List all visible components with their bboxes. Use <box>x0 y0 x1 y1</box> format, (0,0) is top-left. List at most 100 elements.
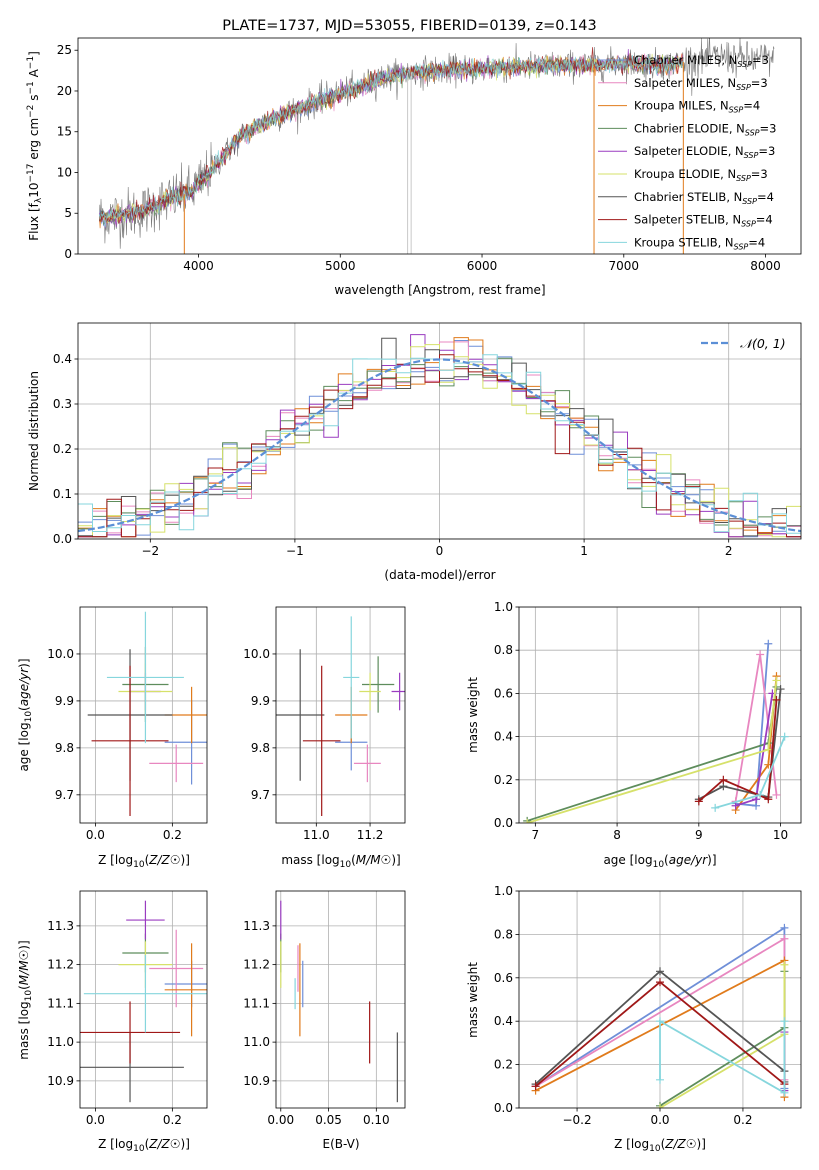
plot-area <box>80 891 207 1108</box>
axes-frame <box>77 37 802 255</box>
y-tick-label: 1.0 <box>494 600 513 614</box>
axes-frame <box>275 890 406 1109</box>
weight-point-z-chabrier-miles <box>780 923 789 932</box>
y-tick-label: 10.0 <box>47 647 74 661</box>
legend-label-kroupa-stelib: Kroupa STELIB, NSSP=4 <box>634 235 765 251</box>
legend-label-kroupa-elodie: Kroupa ELODIE, NSSP=3 <box>634 167 768 183</box>
y-tick-label: 0.3 <box>53 397 72 411</box>
y-tick-label: 11.0 <box>243 1035 270 1049</box>
plot-area <box>276 891 405 1108</box>
weight-point-z-kroupa-elodie <box>656 1104 664 1108</box>
axes-spectrum: 4000 5000 6000 7000 8000 0 5 10 15 20 25 Chabrier M… <box>57 37 802 273</box>
x-tick-label: 0.2 <box>733 1113 752 1127</box>
x-tick-label: 0.05 <box>315 1113 342 1127</box>
legend-label-salpeter-elodie: Salpeter ELODIE, NSSP=3 <box>634 144 775 160</box>
x-axis-label-spectrum: wavelength [Angstrom, rest frame] <box>334 283 545 297</box>
y-axis-label-spectrum: Flux [fλ10−17 erg cm−2 s−1 A−1] <box>26 51 44 241</box>
x-tick-label: −0.2 <box>562 1113 591 1127</box>
y-tick-label: 0.0 <box>494 816 513 830</box>
weight-point-age-salpeter-stelib <box>772 695 781 704</box>
gaussian-curve <box>78 358 801 533</box>
weight-line-z-chabrier-elodie <box>659 971 786 1107</box>
weight-line-z-kroupa-stelib <box>659 1019 786 1095</box>
x-tick-label: 4000 <box>183 259 214 273</box>
y-tick-label: 10 <box>57 165 72 179</box>
y-tick-label: 0.0 <box>53 532 72 546</box>
y-tick-label: 11.3 <box>243 919 270 933</box>
y-tick-label: 11.0 <box>47 1035 74 1049</box>
weight-point-age-kroupa-elodie <box>523 819 532 823</box>
chart-title: PLATE=1737, MJD=53055, FIBERID=0139, z=0… <box>222 18 596 34</box>
x-tick-label: 2 <box>725 544 733 558</box>
axes-frame <box>77 322 802 540</box>
x-tick-label: 10 <box>773 828 788 842</box>
weight-line-age-chabrier-stelib <box>698 688 782 800</box>
weight-point-z-kroupa-stelib <box>656 1075 664 1084</box>
weight-point-age-salpeter-miles <box>756 650 765 659</box>
y-tick-label: 10.0 <box>243 647 270 661</box>
y-axis-label-age: age [log10(age/yr)] <box>17 658 34 771</box>
y-tick-label: 11.1 <box>243 996 270 1010</box>
axes-frame <box>518 890 802 1109</box>
y-tick-label: 5 <box>64 206 72 220</box>
weight-point-age-kroupa-stelib <box>780 732 789 741</box>
axes-weight_vs_age: 7 8 9 10 0.0 0.2 0.4 0.6 0.8 1.0 <box>494 600 802 842</box>
y-tick-label: 9.9 <box>251 694 270 708</box>
y-tick-label: 25 <box>57 43 72 57</box>
x-tick-label: 11.0 <box>303 828 330 842</box>
y-tick-label: 9.8 <box>55 741 74 755</box>
x-tick-label: 5000 <box>325 259 356 273</box>
weight-point-age-kroupa-stelib <box>711 803 720 812</box>
y-tick-label: 1.0 <box>494 884 513 898</box>
y-axis-label-residuals: Normed distribution <box>27 371 41 491</box>
x-axis-label-residuals: (data-model)/error <box>384 568 495 582</box>
y-axis-label-mass: mass [log10(M/M☉)] <box>17 940 34 1059</box>
y-tick-label: 9.7 <box>251 788 270 802</box>
axes-age_vs_mass: 11.0 11.2 9.7 9.8 9.9 10.0 <box>243 606 406 842</box>
axes-residuals: −2 −1 0 1 2 0.0 0.1 0.2 0.3 0.4 𝒩(0, 1) <box>53 322 802 558</box>
y-tick-label: 0.0 <box>494 1101 513 1115</box>
x-tick-label: 0.0 <box>86 1113 105 1127</box>
y-tick-label: 11.2 <box>243 958 270 972</box>
axes-mass_vs_ebv: 0.00 0.05 0.10 10.9 11.0 11.1 11.2 11.3 <box>243 890 406 1127</box>
y-tick-label: 10.9 <box>47 1074 74 1088</box>
weight-line-age-chabrier-miles <box>735 643 770 807</box>
y-tick-label: 0.4 <box>53 352 72 366</box>
weight-point-age-kroupa-elodie <box>772 676 781 685</box>
weight-point-age-salpeter-stelib <box>719 775 728 784</box>
x-tick-label: 1 <box>580 544 588 558</box>
weight-line-age-salpeter-stelib <box>698 699 778 803</box>
legend-label-salpeter-stelib: Salpeter STELIB, NSSP=4 <box>634 213 773 229</box>
weight-point-z-kroupa-stelib <box>780 1088 789 1097</box>
y-tick-label: 10.9 <box>243 1074 270 1088</box>
x-axis-label-weight-age: age [log10(age/yr)] <box>603 853 716 870</box>
y-tick-label: 0.6 <box>494 971 513 985</box>
weight-point-z-salpeter-stelib <box>656 978 664 987</box>
plot-area <box>98 38 775 254</box>
plot-area <box>519 607 801 823</box>
axes-frame <box>518 606 802 824</box>
weight-point-z-salpeter-stelib <box>531 1082 540 1091</box>
y-tick-label: 0.6 <box>494 686 513 700</box>
x-tick-label: 8 <box>613 828 621 842</box>
weight-point-z-kroupa-elodie <box>780 960 789 969</box>
x-axis-label-mass-z: Z [log10(Z/Z☉)] <box>98 1137 190 1154</box>
weight-point-age-salpeter-stelib <box>694 797 703 806</box>
weight-point-age-kroupa-stelib <box>756 790 765 799</box>
x-tick-label: −2 <box>141 544 159 558</box>
x-tick-label: 7 <box>532 828 540 842</box>
y-tick-label: 9.9 <box>55 694 74 708</box>
x-tick-label: 6000 <box>467 259 498 273</box>
axes-age_vs_Z: 0.0 0.2 9.7 9.8 9.9 10.0 <box>47 606 208 842</box>
weight-point-age-salpeter-elodie <box>731 801 740 810</box>
x-tick-label: 9 <box>695 828 703 842</box>
y-tick-label: 0 <box>64 247 72 261</box>
x-axis-label-ebv: E(B-V) <box>322 1137 359 1151</box>
x-tick-label: 7000 <box>609 259 640 273</box>
plot-area <box>519 891 801 1108</box>
y-tick-label: 0.2 <box>53 442 72 456</box>
axes-mass_vs_Z: 0.0 0.2 10.9 11.0 11.1 11.2 11.3 <box>47 890 208 1127</box>
y-tick-label: 0.1 <box>53 487 72 501</box>
plot-area <box>276 607 405 823</box>
y-tick-label: 11.2 <box>47 958 74 972</box>
